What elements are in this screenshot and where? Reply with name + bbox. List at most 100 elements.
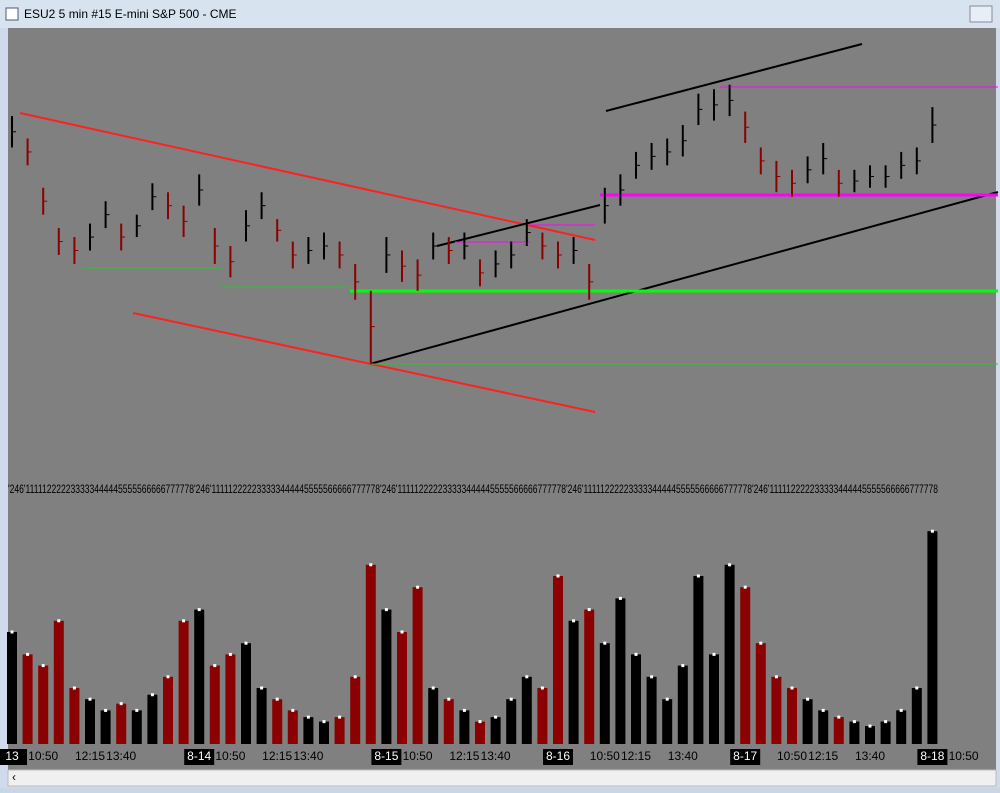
volume-bar <box>38 665 49 744</box>
volume-bar <box>241 643 251 744</box>
volume-bar <box>178 620 189 744</box>
volume-bar <box>85 699 95 744</box>
volume-bar <box>818 710 829 744</box>
volume-bar <box>537 688 548 744</box>
volume-bar <box>131 710 142 744</box>
x-tick-label: 12:15 <box>449 749 479 763</box>
volume-dot <box>743 585 747 589</box>
volume-bar <box>397 632 407 744</box>
volume-dot <box>26 652 30 656</box>
volume-dot <box>899 708 903 712</box>
date-box <box>0 749 27 765</box>
volume-dot <box>353 675 357 679</box>
volume-dot <box>369 563 373 567</box>
volume-dot <box>681 664 685 668</box>
volume-dot <box>135 708 139 712</box>
volume-bar <box>662 699 673 744</box>
volume-dot <box>665 697 669 701</box>
x-tick-label: 12:15 <box>262 749 292 763</box>
volume-bar <box>163 676 173 744</box>
volume-bar <box>225 654 236 744</box>
restore-button[interactable] <box>969 5 993 23</box>
x-tick-label: 8-15 <box>374 749 398 763</box>
volume-dot <box>338 715 342 719</box>
volume-bar <box>599 643 610 744</box>
x-tick-label: 10:50 <box>403 749 433 763</box>
volume-dot <box>72 686 76 690</box>
volume-dot <box>104 708 108 712</box>
x-tick-label: 10:50 <box>590 749 620 763</box>
volume-bar <box>631 654 641 744</box>
volume-bar <box>365 564 376 744</box>
volume-bar <box>412 587 423 744</box>
date-box <box>371 749 402 765</box>
x-tick-label: 13:40 <box>481 749 511 763</box>
volume-bar <box>849 721 860 744</box>
volume-dot <box>244 641 248 645</box>
volume-bar <box>584 609 595 744</box>
volume-bar <box>646 676 657 744</box>
volume-dot <box>150 693 154 697</box>
volume-dot <box>884 720 888 724</box>
volume-bar <box>490 717 501 744</box>
volume-dot <box>10 630 14 634</box>
volume-bar <box>272 699 283 744</box>
volume-dot <box>930 529 934 533</box>
volume-dot <box>462 708 466 712</box>
volume-dot <box>712 652 716 656</box>
volume-bar <box>334 717 345 744</box>
x-tick-label: 10:50 <box>215 749 245 763</box>
volume-bar <box>521 676 532 744</box>
volume-bar <box>896 710 907 744</box>
volume-bar <box>693 576 704 744</box>
volume-dot <box>119 702 123 706</box>
volume-bar <box>677 665 688 744</box>
volume-bar <box>568 620 579 744</box>
volume-dot <box>852 720 856 724</box>
x-tick-label: 13:40 <box>293 749 323 763</box>
volume-bar <box>100 710 111 744</box>
volume-dot <box>400 630 404 634</box>
volume-bar <box>459 710 470 744</box>
volume-bar <box>381 609 392 744</box>
trend-line <box>369 191 999 365</box>
volume-bar <box>927 531 938 744</box>
scrollbar[interactable] <box>7 769 997 787</box>
volume-bar <box>350 676 361 744</box>
volume-bar <box>709 654 719 744</box>
volume-dot <box>166 675 170 679</box>
x-tick-label: 12:15 <box>75 749 105 763</box>
volume-bar <box>740 587 751 744</box>
volume-dot <box>57 619 61 623</box>
date-box <box>184 749 215 765</box>
volume-dot <box>728 563 732 567</box>
volume-dot <box>306 715 310 719</box>
volume-dot <box>915 686 919 690</box>
volume-dot <box>634 652 638 656</box>
volume-bar <box>303 717 314 744</box>
volume-bar <box>428 688 439 744</box>
trend-line <box>605 43 863 112</box>
window-title: ESU2 5 min #15 E-mini S&P 500 - CME <box>24 7 237 21</box>
volume-bar <box>69 688 80 744</box>
volume-dot <box>759 641 763 645</box>
volume-dot <box>213 664 217 668</box>
x-tick-label: 12:15 <box>621 749 651 763</box>
volume-bar <box>771 676 782 744</box>
volume-bar <box>209 665 220 744</box>
volume-dot <box>182 619 186 623</box>
trend-line <box>132 312 596 413</box>
volume-bar <box>553 576 563 744</box>
volume-bar <box>506 699 517 744</box>
volume-dot <box>587 608 591 612</box>
app-icon <box>5 7 19 21</box>
x-tick-label: 13:40 <box>106 749 136 763</box>
volume-dot <box>228 652 232 656</box>
scroll-left[interactable]: ‹ <box>12 770 16 784</box>
volume-bar <box>22 654 33 744</box>
volume-dot <box>431 686 435 690</box>
volume-dot <box>41 664 45 668</box>
volume-bar <box>787 688 797 744</box>
volume-bar <box>53 620 64 744</box>
